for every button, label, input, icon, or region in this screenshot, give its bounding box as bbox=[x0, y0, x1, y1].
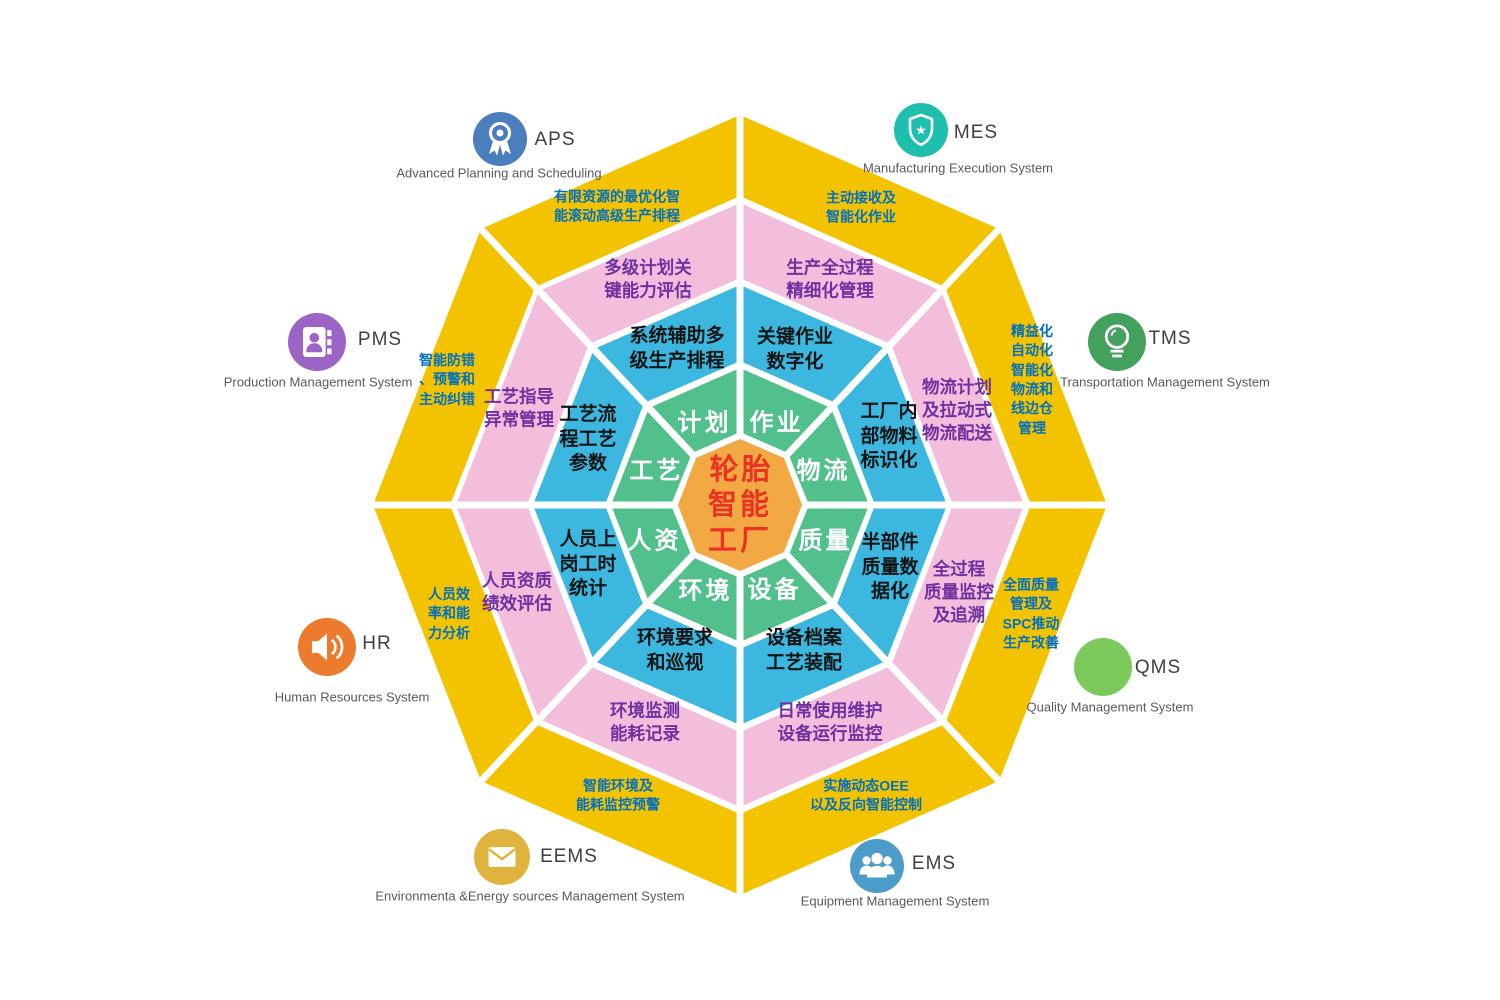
sector-craft-intelligence-label: 智能防错 、预警和 主动纠错 bbox=[419, 352, 475, 407]
system-name-tms: Transportation Management System bbox=[1060, 374, 1270, 390]
sector-environment-management-label: 环境监测 能耗记录 bbox=[610, 700, 680, 743]
contact-book-icon bbox=[288, 313, 346, 371]
sector-logistics-domain-label: 物流 bbox=[796, 457, 851, 485]
sector-hr-capability-label: 人员上 岗工时 统计 bbox=[559, 528, 617, 600]
system-acronym-eems: EEMS bbox=[540, 846, 598, 867]
system-name-pms: Production Management System bbox=[223, 374, 413, 390]
circle-icon bbox=[1074, 638, 1132, 696]
system-name-ems: Equipment Management System bbox=[800, 893, 990, 909]
sector-environment-intelligence-label: 智能环境及 能耗监控预警 bbox=[576, 777, 660, 813]
center-title: 轮胎 智能 工厂 bbox=[707, 453, 774, 557]
sector-hr-domain-label: 人资 bbox=[627, 527, 682, 555]
svg-text:★: ★ bbox=[915, 123, 927, 138]
sector-equipment-capability-label: 设备档案 工艺装配 bbox=[765, 627, 843, 673]
system-acronym-hr: HR bbox=[362, 633, 392, 654]
system-acronym-tms: TMS bbox=[1148, 328, 1192, 349]
sector-quality-intelligence-label: 全面质量 管理及 SPC推动 生产改善 bbox=[1002, 576, 1060, 651]
sector-operation-management-label: 生产全过程 精细化管理 bbox=[786, 257, 874, 300]
sector-equipment-domain-label: 设备 bbox=[747, 576, 802, 604]
sector-craft-capability-label: 工艺流 程工艺 参数 bbox=[559, 403, 617, 475]
system-acronym-mes: MES bbox=[953, 122, 999, 143]
sector-environment-domain-label: 环境 bbox=[678, 577, 733, 605]
sector-logistics-intelligence-label: 精益化 自动化 智能化 物流和 线边仓 管理 bbox=[1011, 323, 1053, 436]
speaker-icon bbox=[298, 618, 356, 676]
lightbulb-icon bbox=[1088, 313, 1146, 371]
medal-icon bbox=[473, 112, 527, 166]
sector-equipment-management-label: 日常使用维护 设备运行监控 bbox=[777, 700, 883, 743]
envelope-icon bbox=[474, 829, 530, 885]
people-group-icon bbox=[850, 839, 904, 893]
sector-operation-domain-label: 作业 bbox=[749, 409, 804, 437]
system-acronym-pms: PMS bbox=[357, 329, 403, 350]
system-acronym-aps: APS bbox=[534, 129, 576, 150]
sector-quality-management-label: 全过程 质量监控 及追溯 bbox=[924, 558, 994, 625]
sector-operation-capability-label: 关键作业 数字化 bbox=[756, 326, 834, 372]
sector-hr-management-label: 人员资质 绩效评估 bbox=[482, 570, 552, 613]
system-name-hr: Human Resources System bbox=[274, 689, 430, 705]
system-name-aps: Advanced Planning and Scheduling bbox=[396, 165, 602, 181]
sector-plan-domain-label: 计划 bbox=[677, 409, 732, 437]
sector-craft-management-label: 工艺指导 异常管理 bbox=[484, 386, 554, 429]
system-acronym-ems: EMS bbox=[911, 853, 957, 874]
sector-quality-domain-label: 质量 bbox=[798, 527, 853, 555]
system-name-mes: Manufacturing Execution System bbox=[862, 160, 1054, 176]
system-name-qms: Quality Management System bbox=[1026, 699, 1194, 715]
sector-equipment-intelligence-label: 实施动态OEE 以及反向智能控制 bbox=[810, 777, 922, 813]
sector-plan-capability-label: 系统辅助多 级生产排程 bbox=[629, 325, 725, 371]
system-acronym-qms: QMS bbox=[1134, 657, 1182, 678]
core-octagon bbox=[678, 439, 802, 571]
sector-craft-domain-label: 工艺 bbox=[629, 457, 684, 485]
sector-quality-capability-label: 半部件 质量数 据化 bbox=[861, 531, 919, 603]
sector-environment-capability-label: 环境要求 和巡视 bbox=[636, 627, 714, 673]
sector-logistics-management-label: 物流计划 及拉动式 物流配送 bbox=[922, 376, 992, 443]
sector-operation-intelligence-label: 主动接收及 智能化作业 bbox=[826, 189, 896, 225]
sector-plan-intelligence-label: 有限资源的最优化智 能滚动高级生产排程 bbox=[554, 188, 680, 224]
sector-plan-management-label: 多级计划关 键能力评估 bbox=[604, 257, 692, 300]
sector-hr-intelligence-label: 人员效 率和能 力分析 bbox=[428, 586, 470, 641]
shield-star-icon: ★ bbox=[894, 103, 948, 157]
sector-logistics-capability-label: 工厂内 部物料 标识化 bbox=[860, 400, 918, 472]
system-name-eems: Environmenta &Energy sources Management … bbox=[375, 888, 685, 904]
